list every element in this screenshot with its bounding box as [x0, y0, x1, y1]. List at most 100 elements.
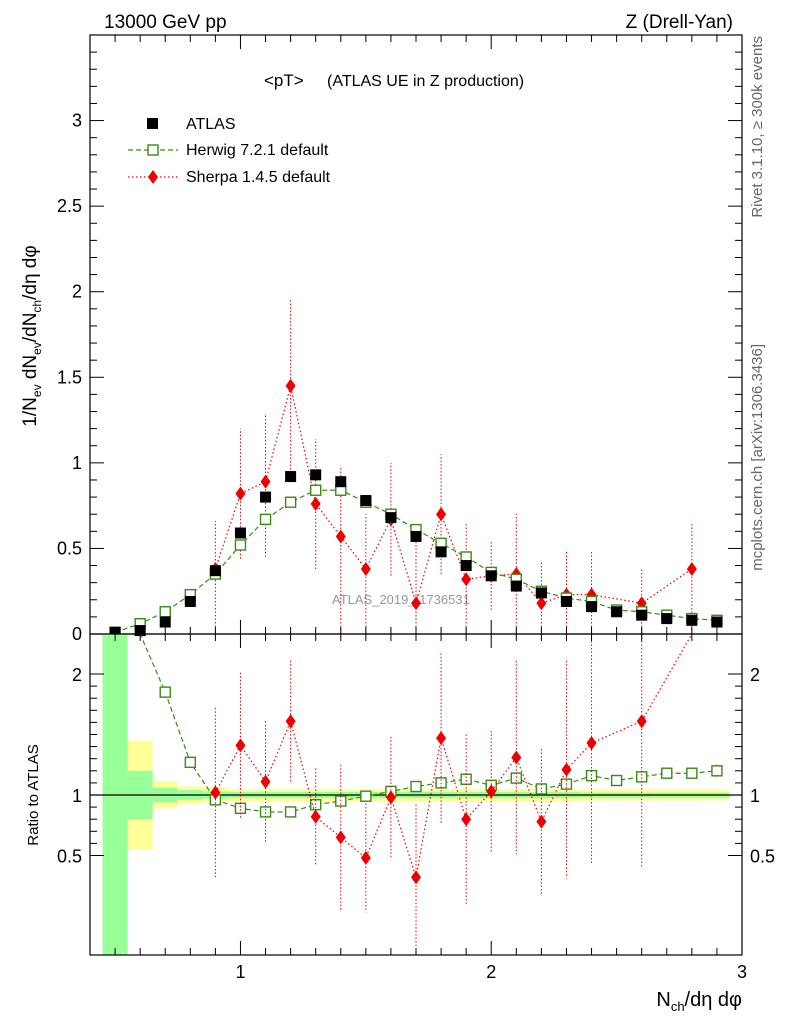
sherpa-point — [686, 561, 697, 576]
ratio-sherpa-point — [586, 735, 597, 750]
sherpa-point — [310, 496, 321, 511]
atlas-point — [410, 530, 422, 542]
mcplots-label: mcplots.cern.ch [arXiv:1306.3436] — [749, 344, 766, 571]
legend-atlas-marker — [147, 118, 158, 129]
legend-atlas-label: ATLAS — [186, 116, 236, 133]
sherpa-point — [260, 474, 271, 489]
atlas-point — [661, 613, 673, 625]
legend-herwig-label: Herwig 7.2.1 default — [186, 142, 329, 159]
main-y-tick-label: 0 — [72, 624, 82, 644]
ratio-sherpa-point — [436, 731, 447, 746]
ratio-herwig-point — [510, 772, 523, 784]
ratio-herwig-point — [410, 780, 422, 793]
ratio-y-tick-label: 2 — [72, 665, 82, 685]
legend-sherpa-marker — [148, 170, 158, 184]
ratio-y-tick-label-right: 1 — [750, 786, 760, 806]
atlas-point — [159, 616, 171, 628]
x-tick-label: 2 — [486, 962, 496, 982]
x-tick-label: 1 — [235, 962, 245, 982]
sherpa-line — [214, 385, 693, 606]
atlas-point — [310, 469, 322, 481]
x-axis-label: Nch/dη dφ — [656, 989, 742, 1014]
main-marks — [109, 298, 723, 638]
ratio-sherpa-point — [335, 830, 346, 845]
ratio-y-axis-label: Ratio to ATLAS — [25, 744, 42, 845]
atlas-point — [711, 616, 723, 628]
atlas-point — [260, 491, 272, 503]
atlas-point — [209, 565, 221, 577]
atlas-point — [360, 495, 372, 507]
ratio-herwig-point — [711, 765, 723, 777]
ratio-herwig-point — [460, 773, 472, 785]
ratio-herwig-point — [661, 767, 673, 779]
herwig-point — [234, 539, 247, 551]
ratio-sherpa-point — [235, 738, 246, 753]
atlas-point — [586, 601, 598, 613]
ratio-herwig-point — [159, 686, 171, 698]
legend-herwig-marker — [147, 144, 159, 156]
ratio-panel: Ratio to ATLAS 0.5 0.5 1 1 2 2 1 2 3 Nch/dη dφ — [25, 633, 775, 1014]
ratio-sherpa-point — [511, 750, 522, 765]
atlas-point — [535, 587, 547, 599]
ratio-herwig-point — [360, 790, 372, 802]
sherpa-point — [411, 596, 421, 611]
herwig-point — [159, 606, 171, 618]
sherpa-point — [285, 378, 296, 393]
herwig-line — [114, 489, 717, 633]
sherpa-point — [461, 572, 472, 587]
main-panel: <pT> (ATLAS UE in Z production) ATLAS_20… — [20, 34, 743, 644]
atlas-point — [611, 606, 623, 618]
atlas-point — [335, 476, 347, 488]
ratio-sherpa-point — [385, 790, 396, 805]
rivet-label: Rivet 3.1.10, ≥ 300k events — [749, 36, 766, 218]
main-y-tick-label: 3 — [72, 111, 82, 131]
header-right: Z (Drell-Yan) — [626, 12, 733, 33]
x-tick-label: 3 — [737, 962, 747, 982]
ratio-y-tick-label: 1 — [72, 786, 82, 806]
main-y-axis-label: 1/Nev dNev/dNch/dη dφ — [20, 245, 44, 426]
plot-title: <pT> — [264, 71, 304, 90]
herwig-point — [309, 484, 322, 496]
main-y-tick-label: 1 — [72, 453, 82, 473]
atlas-point — [510, 580, 522, 592]
ratio-sherpa-point — [636, 714, 647, 729]
atlas-point — [560, 595, 572, 607]
ratio-herwig-point — [635, 771, 648, 783]
sherpa-point — [335, 529, 346, 544]
sherpa-point — [536, 596, 547, 611]
main-y-tick-label: 2 — [72, 282, 82, 302]
main-axes: 0 0.5 1 1.5 2 2.5 3 — [57, 34, 743, 644]
plot-subtitle: (ATLAS UE in Z production) — [327, 73, 524, 90]
main-y-tick-label: 0.5 — [57, 538, 82, 558]
legend: ATLAS Herwig 7.2.1 default Sherpa 1.4.5 … — [128, 116, 331, 186]
ratio-y-tick-label-right: 2 — [750, 665, 760, 685]
atlas-point — [385, 512, 397, 524]
sherpa-point — [235, 486, 246, 501]
atlas-point — [184, 595, 196, 607]
herwig-point — [259, 513, 272, 526]
sherpa-point — [436, 507, 447, 522]
ratio-axes: 0.5 0.5 1 1 2 2 1 2 3 — [57, 633, 775, 982]
atlas-point — [234, 527, 246, 539]
ratio-sherpa-line — [214, 633, 693, 878]
ratio-herwig-point — [686, 767, 698, 779]
ratio-sherpa-point — [210, 785, 221, 800]
ratio-herwig-point — [585, 769, 598, 782]
atlas-point — [435, 546, 447, 558]
ratio-y-tick-label-right: 0.5 — [750, 847, 775, 867]
atlas-point — [636, 609, 648, 621]
ratio-marks — [115, 633, 723, 950]
main-y-tick-label: 2.5 — [57, 196, 82, 216]
ratio-herwig-point — [184, 756, 197, 769]
ratio-herwig-point — [234, 802, 247, 815]
ratio-sherpa-point — [536, 814, 547, 829]
ratio-herwig-point — [284, 806, 297, 818]
main-y-tick-label: 1.5 — [57, 367, 82, 387]
herwig-point — [284, 496, 297, 508]
atlas-point — [485, 570, 497, 582]
ratio-sherpa-point — [310, 809, 321, 824]
legend-sherpa-label: Sherpa 1.4.5 default — [186, 169, 331, 186]
ratio-herwig-point — [610, 774, 623, 787]
ratio-sherpa-point — [486, 784, 497, 799]
